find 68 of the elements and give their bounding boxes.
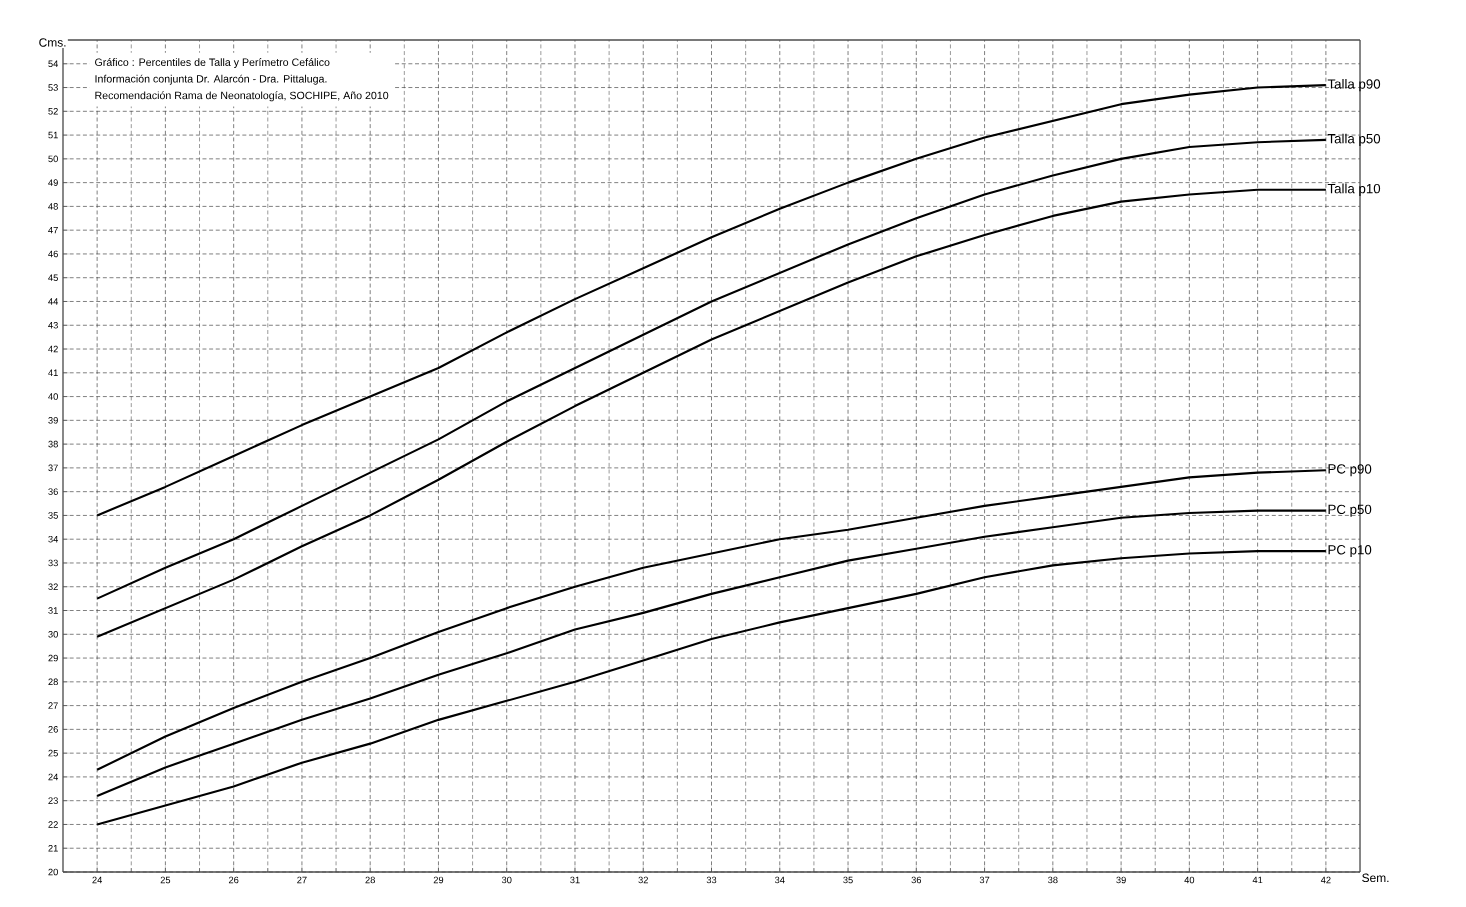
series-label: Talla p50 [1327, 133, 1381, 147]
y-tick-label: 45 [48, 274, 58, 281]
series-label: PC p90 [1328, 464, 1372, 477]
line-series [96, 509, 1327, 797]
y-tick-label: 29 [48, 654, 58, 662]
y-tick-label: 49 [48, 179, 58, 186]
y-tick-label: 22 [48, 821, 58, 828]
y-tick-label: 28 [48, 678, 58, 686]
line-series [96, 469, 1327, 771]
x-tick-label: 42 [1320, 876, 1331, 884]
x-tick-label: 41 [1252, 876, 1263, 884]
y-tick-label: 23 [48, 797, 58, 804]
y-tick-label: 39 [48, 417, 58, 424]
y-tick-label: 32 [48, 583, 58, 591]
y-tick-label: 47 [48, 226, 58, 234]
y-tick-label: 27 [48, 702, 58, 709]
y-tick-label: 42 [48, 345, 58, 353]
series-label: Talla p90 [1327, 78, 1381, 92]
series-label: PC p10 [1328, 545, 1372, 558]
x-tick-label: 31 [570, 876, 580, 884]
y-tick-label: 43 [48, 321, 58, 329]
x-tick-label: 25 [160, 876, 171, 884]
series-label: PC p50 [1328, 504, 1372, 517]
x-tick-label: 30 [501, 876, 512, 884]
y-tick-label: 21 [48, 845, 58, 852]
x-tick-label: 27 [297, 876, 307, 884]
y-tick-label: 53 [48, 84, 58, 91]
y-tick-label: 25 [48, 749, 58, 757]
y-tick-label: 50 [48, 155, 58, 163]
annotation: Gráfico : Percentiles de Talla y Perímetro Cefálico [95, 58, 330, 69]
y-tick-label: 35 [48, 512, 58, 519]
y-tick-label: 41 [48, 369, 58, 376]
x-tick-label: 29 [433, 876, 444, 884]
y-tick-label: 38 [48, 440, 58, 448]
y-tick-label: 36 [48, 488, 58, 495]
y-tick-label: 37 [48, 464, 58, 472]
x-tick-label: 33 [706, 876, 717, 884]
y-tick-label: 54 [48, 60, 59, 67]
y-tick-label: 46 [48, 250, 58, 258]
x-tick-label: 34 [774, 876, 785, 884]
y-tick-label: 30 [48, 631, 58, 638]
x-tick-label: 24 [92, 876, 103, 884]
y-tick-label: 48 [48, 203, 58, 210]
y-tick-label: 52 [48, 108, 58, 115]
x-tick-label: 40 [1184, 876, 1195, 884]
x-tick-label: 39 [1116, 876, 1126, 884]
x-tick-label: 38 [1048, 876, 1058, 884]
x-tick-label: 26 [228, 876, 239, 884]
y-tick-label: 26 [48, 726, 58, 733]
x-tick-label: 32 [638, 876, 648, 884]
y-tick-label: 24 [48, 773, 59, 781]
x-tick-label: 36 [911, 876, 922, 884]
y-tick-label: 51 [48, 131, 58, 139]
y-tick-label: 34 [48, 535, 59, 543]
x-axis-title: Sem. [1362, 873, 1389, 883]
x-tick-label: 35 [843, 876, 853, 884]
y-tick-label: 44 [48, 298, 59, 305]
y-tick-label: 33 [48, 559, 58, 567]
y-tick-label: 20 [48, 868, 58, 876]
y-tick-label: 40 [48, 393, 58, 400]
y-tick-label: 31 [48, 607, 58, 614]
y-axis-title: Cms. [39, 38, 66, 47]
series-label: Talla p10 [1327, 183, 1381, 196]
x-tick-label: 37 [979, 876, 990, 884]
annotation: Información conjunta Dr. Alarcón - Dra. Pittaluga. [95, 74, 327, 85]
line-series [96, 550, 1327, 826]
annotation: Recomendación Rama de Neonatología, SOCHIPE, Año 2010 [95, 91, 389, 102]
x-tick-label: 28 [365, 876, 375, 884]
